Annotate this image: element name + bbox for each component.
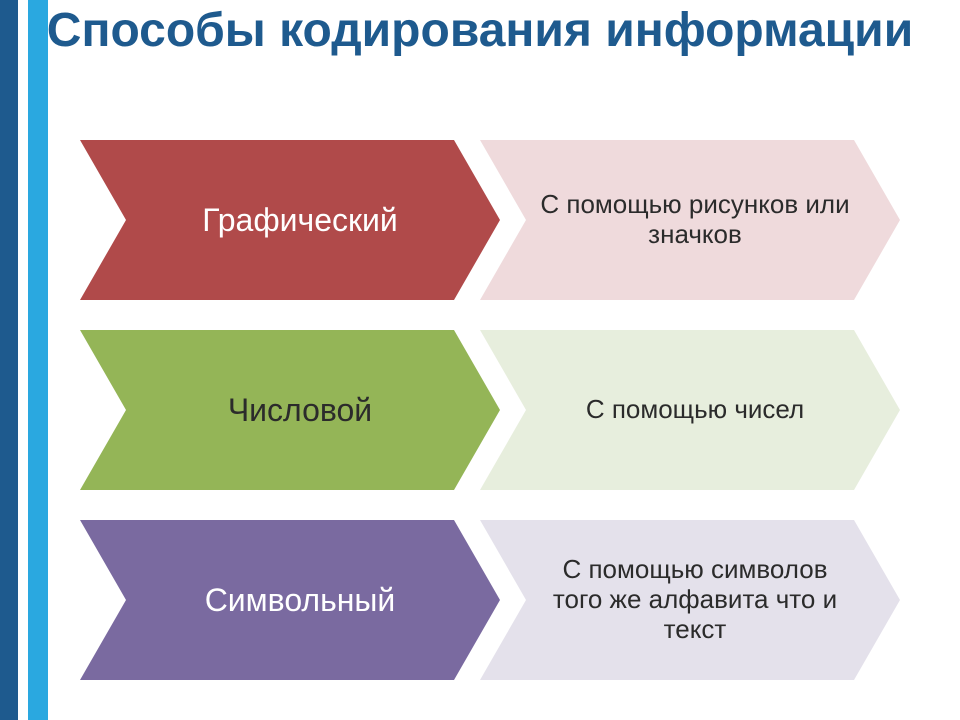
side-stripe — [0, 0, 48, 720]
chevron-category-label: Символьный — [100, 582, 480, 619]
chevron-category: Графический — [80, 140, 500, 300]
chevron-description: С помощью рисунков или значков — [480, 140, 900, 300]
chevron-category-label: Числовой — [100, 392, 480, 429]
diagram-row: С помощью рисунков или значков Графически… — [80, 140, 920, 300]
chevron-category-label: Графический — [100, 202, 480, 239]
diagram-row: С помощью чисел Числовой — [80, 330, 920, 490]
chevron-description-label: С помощью символов того же алфавита что … — [500, 555, 880, 645]
diagram-row: С помощью символов того же алфавита что … — [80, 520, 920, 680]
diagram-rows: С помощью рисунков или значков Графически… — [80, 140, 920, 710]
chevron-description: С помощью чисел — [480, 330, 900, 490]
chevron-category: Числовой — [80, 330, 500, 490]
chevron-category: Символьный — [80, 520, 500, 680]
chevron-description-label: С помощью рисунков или значков — [500, 190, 880, 250]
chevron-description: С помощью символов того же алфавита что … — [480, 520, 900, 680]
slide-title: Способы кодирования информации — [0, 6, 960, 56]
chevron-description-label: С помощью чисел — [500, 395, 880, 425]
